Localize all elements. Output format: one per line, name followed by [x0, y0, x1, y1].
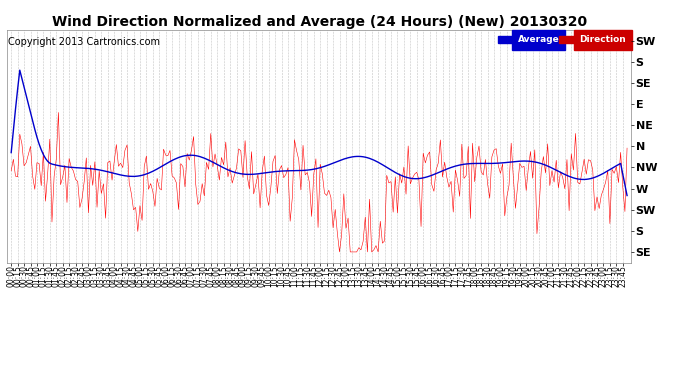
Text: Copyright 2013 Cartronics.com: Copyright 2013 Cartronics.com — [8, 37, 160, 47]
Legend: Average, Direction: Average, Direction — [497, 34, 627, 45]
Title: Wind Direction Normalized and Average (24 Hours) (New) 20130320: Wind Direction Normalized and Average (2… — [52, 15, 586, 29]
